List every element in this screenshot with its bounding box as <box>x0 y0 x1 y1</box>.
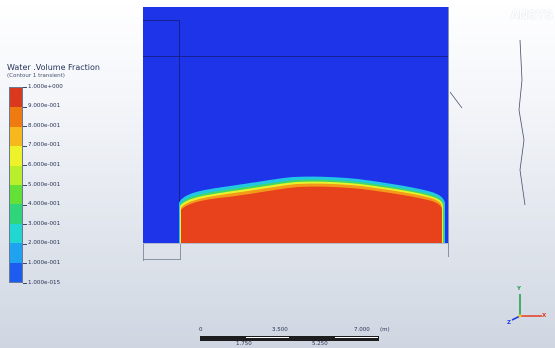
legend-title: Water .Volume Fraction <box>7 63 100 72</box>
legend-tick <box>23 87 27 88</box>
legend-tick <box>23 224 27 226</box>
legend-tick <box>23 243 27 245</box>
legend-tick <box>23 204 27 206</box>
legend-level-label: 4.000e-001 <box>28 201 61 208</box>
legend-color-band <box>10 88 22 108</box>
scale-label-5250: 5.250 <box>312 341 328 347</box>
scale-label-unit: (m) <box>380 327 390 333</box>
legend-tick <box>23 185 27 186</box>
legend-level-label: 5.000e-001 <box>28 181 61 188</box>
legend-color-band <box>10 165 22 185</box>
scale-segment <box>289 339 335 341</box>
legend-level-label: 8.000e-001 <box>28 122 61 129</box>
legend-level-label: 9.000e-001 <box>28 103 61 110</box>
legend-color-band <box>10 223 22 244</box>
frame-mid-line <box>143 243 448 244</box>
legend-color-band <box>10 204 22 224</box>
triad-x-label: X <box>542 313 547 319</box>
scale-label-3500: 3.500 <box>272 327 288 333</box>
legend-level-label: 6.000e-001 <box>28 161 61 168</box>
frame-bottom-edge <box>143 259 180 260</box>
scale-segment <box>334 339 379 341</box>
legend-level-label: 7.000e-001 <box>28 142 61 149</box>
legend-tick <box>23 126 27 128</box>
legend-color-band <box>10 243 22 263</box>
coordinate-triad: Y X Z <box>507 286 547 326</box>
legend-level-label: 1.000e+000 <box>28 83 63 90</box>
legend-color-band <box>10 184 22 205</box>
scale-segment <box>200 336 245 339</box>
legend-color-band <box>10 262 22 282</box>
scale-label-1750: 1.750 <box>236 341 252 347</box>
ansys-logo: ANSYS <box>510 7 553 22</box>
scale-label-7000: 7.000 <box>354 327 370 333</box>
domain-inlet-boundary <box>143 20 179 21</box>
legend-level-label: 2.000e-001 <box>28 240 61 247</box>
scale-bar-lower <box>200 339 379 341</box>
legend-color-band <box>10 107 22 127</box>
domain-horizontal-line <box>143 56 448 57</box>
scale-segment <box>200 339 245 341</box>
legend-level-label: 3.000e-001 <box>28 220 61 227</box>
triad-axes <box>511 294 542 321</box>
legend-tick <box>23 106 27 108</box>
legend-level-label: 1.000e-015 <box>28 279 61 286</box>
legend-tick <box>23 263 27 265</box>
legend-tick <box>23 283 27 284</box>
water-free-surface <box>179 176 445 243</box>
scale-segment <box>334 336 379 339</box>
domain-tank-wall <box>179 20 180 243</box>
legend-color-band <box>10 126 22 147</box>
legend-color-band <box>10 146 22 166</box>
legend-tick <box>23 145 27 147</box>
contour-domain <box>143 7 448 243</box>
scale-segment <box>244 336 290 339</box>
triad-y-label: Y <box>517 286 521 292</box>
triad-z-label: Z <box>507 320 511 326</box>
probe-geometry <box>449 39 526 206</box>
scale-bar-upper <box>200 336 379 339</box>
scale-label-0: 0 <box>199 327 203 333</box>
legend-subtitle: (Contour 1 transient) <box>7 73 65 79</box>
scale-segment <box>289 336 335 339</box>
frame-right-edge <box>448 7 449 257</box>
legend-colorbar <box>9 87 23 283</box>
legend-tick <box>23 165 27 167</box>
legend-level-label: 1.000e-001 <box>28 259 61 266</box>
scale-segment <box>244 339 290 341</box>
